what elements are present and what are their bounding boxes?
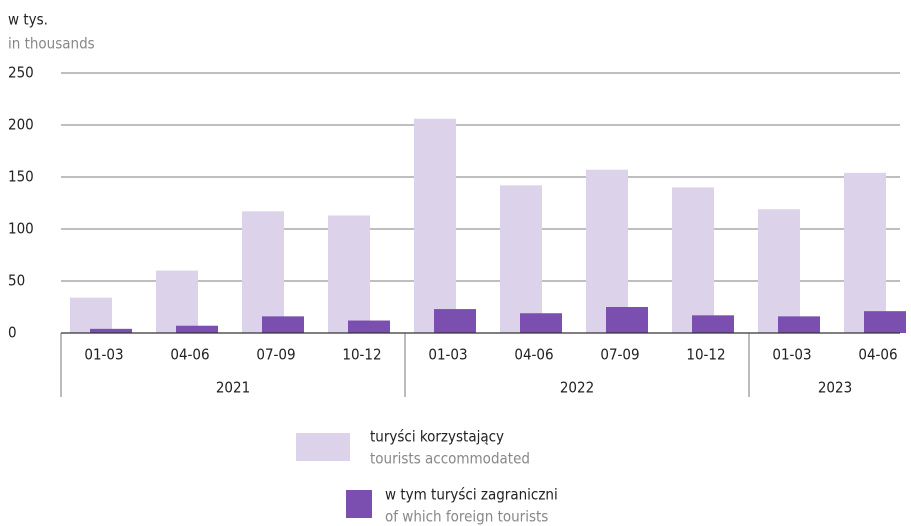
group-label: 2023 [818,379,852,397]
bar [606,307,648,333]
group-label: 2022 [560,379,594,397]
bar [176,325,218,333]
bar [262,316,304,333]
legend-swatch [346,490,372,518]
x-tick-label: 04-06 [858,346,897,364]
x-tick-label: 01-03 [84,346,123,364]
bar [758,209,800,333]
bar [348,320,390,333]
bar [692,315,734,333]
legend-label-en: tourists accommodated [370,450,530,468]
y-tick-label: 100 [8,220,34,238]
legend-swatch [296,433,350,461]
bar [156,270,198,333]
x-tick-label: 10-12 [342,346,381,364]
y-axis-label: w tys. [8,11,48,29]
bar [586,169,628,333]
bar [778,316,820,333]
legend-label: turyści korzystający [370,428,504,446]
y-tick-label: 200 [8,116,34,134]
x-tick-label: 01-03 [772,346,811,364]
bar [844,172,886,333]
x-tick-label: 07-09 [600,346,639,364]
x-tick-label: 01-03 [428,346,467,364]
bar [242,211,284,333]
group-label: 2021 [216,379,250,397]
y-tick-label: 250 [8,64,34,82]
legend-label-en: of which foreign tourists [385,508,548,526]
bar [70,297,112,333]
y-tick-label: 50 [8,272,25,290]
x-tick-label: 04-06 [514,346,553,364]
bar [500,185,542,333]
x-tick-label: 04-06 [170,346,209,364]
y-tick-label: 0 [8,324,17,342]
x-tick-label: 07-09 [256,346,295,364]
bar [328,215,370,333]
y-tick-label: 150 [8,168,34,186]
bar [414,118,456,333]
bar [672,187,714,333]
bar [90,328,132,333]
legend-label: w tym turyści zagraniczni [385,486,558,504]
bar [520,313,562,333]
bar [434,309,476,333]
y-axis-label-en: in thousands [8,35,95,53]
x-tick-label: 10-12 [686,346,725,364]
bar [864,311,906,333]
